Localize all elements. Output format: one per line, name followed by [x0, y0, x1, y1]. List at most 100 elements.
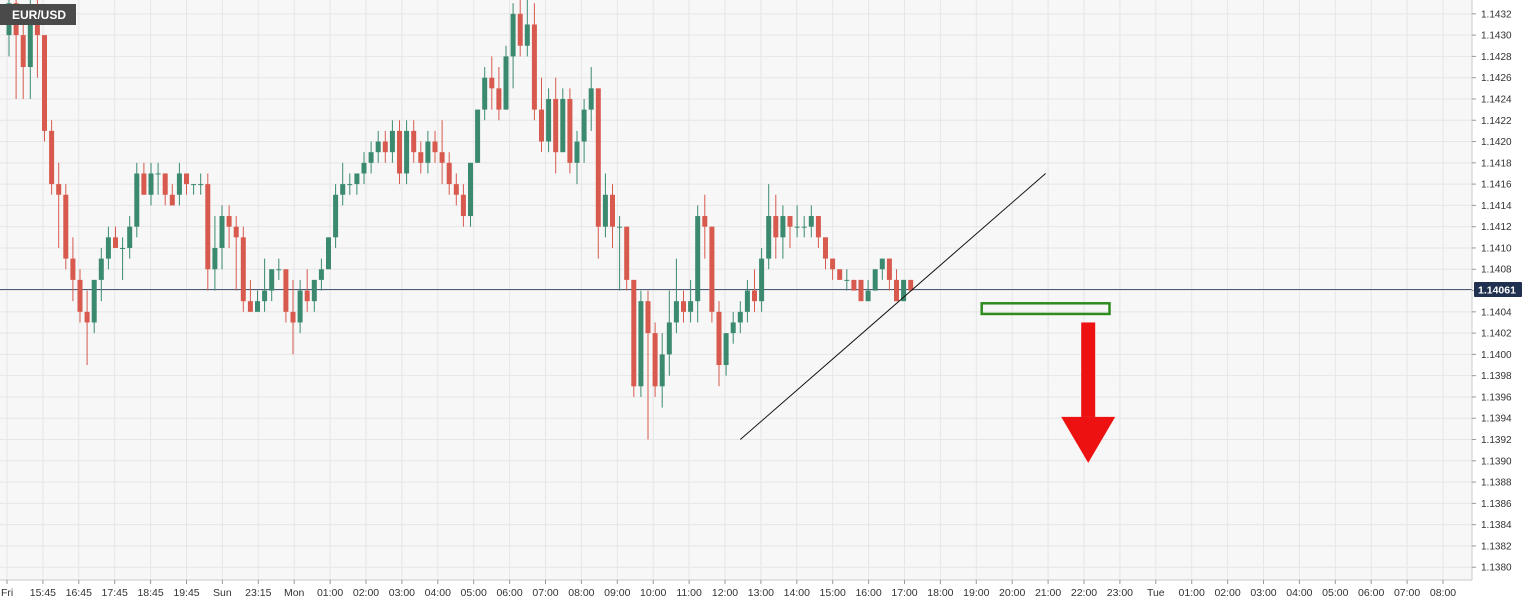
candle-body: [155, 173, 161, 175]
y-tick-label: 1.1404: [1481, 307, 1512, 318]
candle: [326, 237, 331, 270]
x-tick-label: 01:00: [317, 587, 343, 599]
y-tick-label: 1.1392: [1481, 435, 1512, 446]
candle-body: [617, 226, 623, 228]
candle-body: [255, 301, 260, 312]
candle-body: [84, 311, 90, 323]
candle-body: [815, 216, 821, 238]
candle-body: [354, 173, 360, 185]
candle: [290, 279, 296, 355]
candle-body: [581, 109, 587, 142]
x-tick-label: 12:00: [712, 587, 738, 599]
candle-body: [830, 258, 836, 270]
candle: [879, 258, 885, 280]
candle: [815, 216, 821, 248]
x-tick-label: 15:45: [30, 587, 56, 599]
candle: [553, 77, 559, 174]
candle-body: [510, 13, 516, 57]
candle: [503, 45, 509, 110]
candle-body: [77, 279, 83, 312]
candle-body: [908, 279, 914, 291]
candle: [113, 226, 118, 248]
candle: [659, 333, 665, 408]
candle: [368, 141, 374, 174]
candles: [6, 0, 914, 440]
x-tick-label: 18:45: [137, 587, 163, 599]
candle-body: [531, 24, 537, 110]
candle-body: [901, 279, 907, 302]
candle-body: [397, 130, 402, 174]
candle-body: [70, 258, 76, 280]
x-tick-label: 05:00: [1322, 587, 1348, 599]
candle-body: [823, 237, 828, 259]
y-tick-label: 1.1394: [1481, 414, 1512, 425]
y-tick-label: 1.1402: [1481, 329, 1512, 340]
candle: [531, 3, 537, 121]
candle-body: [127, 226, 133, 248]
last-price-label-text: 1.14061: [1478, 284, 1516, 296]
trend-line[interactable]: [739, 173, 1046, 440]
x-tick-label: 07:00: [532, 587, 558, 599]
candle: [489, 56, 495, 110]
candle: [780, 205, 786, 259]
candle-body: [198, 184, 204, 186]
candle-body: [837, 269, 843, 280]
candle-body: [546, 98, 552, 142]
candle-body: [283, 269, 289, 312]
candle: [397, 120, 402, 185]
candle: [453, 173, 459, 206]
x-tick-label: 04:00: [425, 587, 451, 599]
x-tick-label: 05:00: [461, 587, 487, 599]
candle: [233, 216, 239, 291]
candle-body: [105, 237, 111, 259]
candle-body: [27, 13, 33, 68]
y-tick-label: 1.1380: [1481, 563, 1512, 574]
candle-body: [539, 109, 544, 142]
candle: [247, 279, 253, 312]
candle: [865, 279, 871, 302]
candle: [105, 226, 111, 270]
candle: [482, 67, 488, 121]
y-tick-label: 1.1384: [1481, 520, 1512, 531]
y-tick-label: 1.1400: [1481, 350, 1512, 361]
x-tick-label: 16:45: [66, 587, 92, 599]
candle: [205, 173, 211, 291]
candle-body: [446, 162, 452, 185]
candle: [759, 247, 765, 312]
candle: [439, 120, 445, 185]
candle: [872, 269, 878, 291]
y-tick-label: 1.1390: [1481, 456, 1512, 467]
candle-body: [382, 141, 388, 153]
candle-body: [744, 290, 750, 312]
candle: [901, 279, 907, 302]
candle-body: [375, 141, 381, 153]
candle: [212, 216, 218, 291]
candle: [63, 184, 69, 270]
candle: [184, 173, 189, 195]
candle-body: [389, 130, 395, 153]
support-box[interactable]: [980, 302, 1111, 316]
candle-body: [759, 258, 765, 302]
candle: [602, 173, 608, 238]
candle: [134, 162, 140, 238]
candle: [468, 162, 473, 227]
x-tick-label: 14:00: [784, 587, 810, 599]
x-tick-label: 13:00: [748, 587, 774, 599]
candle: [588, 67, 594, 131]
symbol-badge[interactable]: EUR/USD: [0, 4, 76, 25]
candle-body: [134, 173, 140, 227]
x-tick-label: 08:00: [568, 587, 594, 599]
candle: [539, 77, 544, 153]
candle-body: [56, 184, 62, 195]
candle: [581, 98, 587, 163]
candle-body: [787, 216, 793, 227]
y-tick-label: 1.1408: [1481, 265, 1512, 276]
candle: [411, 120, 417, 163]
candle-body: [659, 354, 665, 387]
candle-body: [311, 279, 317, 302]
candle-body: [517, 13, 523, 46]
candle-body: [737, 311, 743, 323]
candle-body: [425, 141, 431, 163]
x-tick-label: 20:00: [999, 587, 1025, 599]
